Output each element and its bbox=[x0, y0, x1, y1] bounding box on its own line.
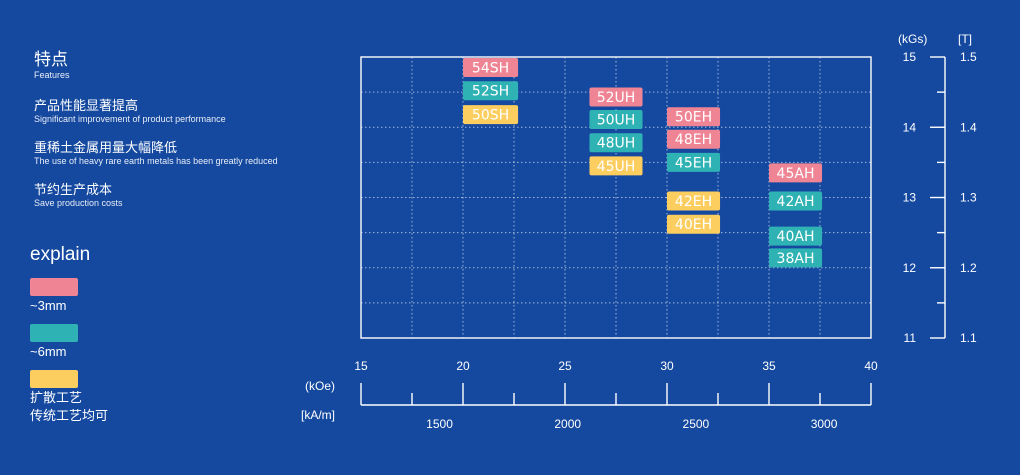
x-tick-label-kam: 2000 bbox=[554, 417, 581, 431]
x-tick-label-koe: 40 bbox=[864, 359, 878, 373]
x-unit-koe: (kOe) bbox=[305, 379, 335, 393]
y-tick-label-t: 1.5 bbox=[960, 50, 977, 64]
grade-box-42eh bbox=[667, 191, 721, 211]
feature-3-en: Save production costs bbox=[34, 198, 123, 208]
grade-label-45eh: 45EH bbox=[675, 155, 712, 171]
feature-2: 重稀土金属用量大幅降低 bbox=[34, 140, 178, 155]
y-tick-label-kgs: 12 bbox=[903, 261, 917, 275]
grade-label-42eh: 42EH bbox=[675, 194, 712, 210]
feature-1: 产品性能显著提高 bbox=[34, 98, 139, 113]
feature-3: 节约生产成本 bbox=[34, 182, 113, 197]
grade-label-52sh: 52SH bbox=[472, 84, 509, 100]
grade-box-45eh bbox=[667, 152, 721, 172]
grade-box-40eh bbox=[667, 214, 721, 234]
grade-box-40ah bbox=[769, 226, 823, 246]
grade-label-50eh: 50EH bbox=[675, 110, 712, 126]
x-tick-label-kam: 2500 bbox=[683, 417, 710, 431]
grade-label-45ah: 45AH bbox=[777, 166, 815, 182]
y-tick-label-kgs: 14 bbox=[903, 120, 917, 134]
grade-label-38ah: 38AH bbox=[777, 251, 815, 267]
grade-box-48uh bbox=[589, 133, 643, 153]
x-tick-label-koe: 30 bbox=[660, 359, 674, 373]
legend-label-6mm: ~6mm bbox=[30, 344, 67, 359]
x-tick-label-koe: 20 bbox=[456, 359, 470, 373]
grade-box-45ah bbox=[769, 163, 823, 183]
explain-title: explain bbox=[30, 244, 91, 265]
legend-swatch-process bbox=[30, 370, 78, 388]
grade-box-42ah bbox=[769, 191, 823, 211]
y-tick-label-kgs: 15 bbox=[903, 50, 917, 64]
legend-label-process: 扩散工艺 bbox=[30, 390, 83, 405]
grade-label-42ah: 42AH bbox=[777, 194, 815, 210]
grade-label-48eh: 48EH bbox=[675, 132, 712, 148]
grade-box-50sh bbox=[463, 105, 519, 125]
x-unit-kam: [kA/m] bbox=[301, 408, 335, 422]
grade-label-54sh: 54SH bbox=[472, 61, 509, 77]
grade-box-48eh bbox=[667, 129, 721, 149]
feature-2-en: The use of heavy rare earth metals has b… bbox=[34, 156, 278, 166]
features-title-en: Features bbox=[34, 70, 70, 80]
grade-box-38ah bbox=[769, 248, 823, 268]
y-unit-kgs: (kGs) bbox=[898, 32, 927, 46]
grade-box-50uh bbox=[589, 110, 643, 130]
grade-label-40ah: 40AH bbox=[777, 229, 815, 245]
features-title: 特点 bbox=[34, 50, 68, 69]
features-panel: 特点 Features 产品性能显著提高 Significant improve… bbox=[34, 50, 334, 224]
y-tick-label-kgs: 11 bbox=[904, 331, 917, 345]
plot-frame bbox=[360, 56, 872, 339]
grade-label-40eh: 40EH bbox=[675, 217, 712, 233]
grade-box-52uh bbox=[589, 87, 643, 107]
x-tick-label-kam: 3000 bbox=[811, 417, 838, 431]
feature-1-en: Significant improvement of product perfo… bbox=[34, 114, 226, 124]
grade-box-45uh bbox=[589, 156, 643, 176]
legend-swatch-6mm bbox=[30, 324, 78, 342]
y-tick-label-t: 1.1 bbox=[960, 331, 977, 345]
y-tick-label-t: 1.3 bbox=[960, 191, 977, 205]
x-tick-label-koe: 25 bbox=[558, 359, 572, 373]
grade-box-54sh bbox=[463, 58, 519, 78]
y-tick-label-t: 1.2 bbox=[960, 261, 977, 275]
y-unit-t: [T] bbox=[958, 32, 972, 46]
x-tick-label-koe: 15 bbox=[354, 359, 368, 373]
explain-legend: explain ~3mm ~6mm 扩散工艺 传统工艺均可 bbox=[30, 244, 190, 434]
grade-box-52sh bbox=[463, 81, 519, 101]
x-tick-label-kam: 1500 bbox=[426, 417, 453, 431]
x-tick-label-koe: 35 bbox=[762, 359, 776, 373]
grade-label-50uh: 50UH bbox=[597, 113, 636, 129]
grade-box-50eh bbox=[667, 107, 721, 127]
grade-label-50sh: 50SH bbox=[472, 108, 509, 124]
legend-swatch-3mm bbox=[30, 278, 78, 296]
y-tick-label-kgs: 13 bbox=[903, 191, 917, 205]
grade-label-52uh: 52UH bbox=[597, 90, 636, 106]
legend-label-3mm: ~3mm bbox=[30, 298, 67, 313]
legend-label-process-2: 传统工艺均可 bbox=[30, 408, 109, 423]
grade-label-48uh: 48UH bbox=[597, 136, 636, 152]
y-tick-label-t: 1.4 bbox=[960, 120, 977, 134]
grade-label-45uh: 45UH bbox=[597, 159, 636, 175]
